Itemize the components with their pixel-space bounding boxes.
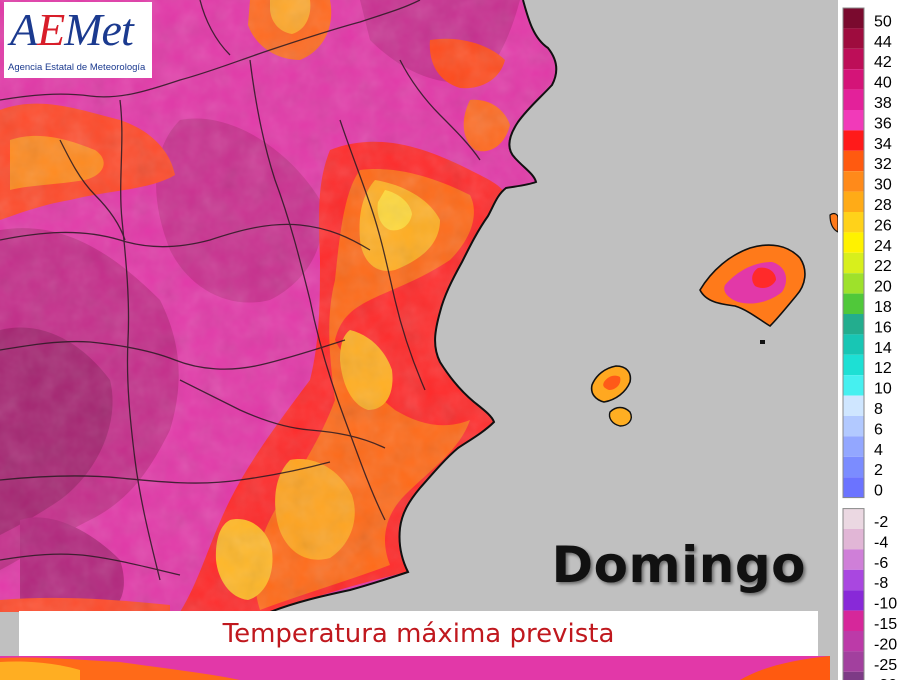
legend-label: 42	[874, 54, 892, 71]
legend-swatch	[843, 150, 864, 172]
legend-swatch	[843, 232, 864, 253]
legend-frame	[842, 7, 865, 499]
legend-swatch	[843, 89, 864, 110]
legend-label: 36	[874, 115, 892, 132]
legend-swatch	[843, 549, 864, 570]
legend-swatch	[843, 590, 864, 611]
legend-label: 24	[874, 238, 892, 255]
legend-label: 4	[874, 442, 883, 459]
legend-swatch	[843, 293, 864, 314]
legend-swatch	[843, 610, 864, 631]
legend-label: -2	[874, 514, 888, 531]
legend-swatch	[843, 212, 864, 233]
legend-swatch	[843, 477, 864, 498]
legend-label: 14	[874, 340, 892, 357]
legend-swatch	[843, 28, 864, 49]
legend-swatch	[843, 375, 864, 396]
legend-label: -25	[874, 657, 897, 674]
legend-swatch	[843, 110, 864, 131]
legend-label: 8	[874, 401, 883, 418]
legend-label: 28	[874, 197, 892, 214]
legend-label: -6	[874, 555, 888, 572]
legend-label: 20	[874, 279, 892, 296]
legend-swatch	[843, 671, 864, 680]
formentera-island	[608, 406, 632, 427]
legend-swatch	[843, 130, 864, 151]
aemet-logo: AEMet Agencia Estatal de Meteorología	[4, 2, 152, 78]
legend-label: -30	[874, 677, 897, 680]
legend-swatch	[843, 436, 864, 457]
forecast-day-label: Domingo	[551, 536, 806, 594]
temperature-legend: 5044424038363432302826242220181614121086…	[842, 7, 897, 680]
legend-label: 22	[874, 258, 892, 275]
agency-name: Agencia Estatal de Meteorología	[8, 62, 146, 73]
legend-label: 26	[874, 217, 892, 234]
legend-label: 12	[874, 360, 892, 377]
legend-swatch	[843, 354, 864, 376]
legend-label: 0	[874, 483, 883, 500]
map-caption: Temperatura máxima prevista	[222, 618, 615, 649]
legend-swatch	[843, 651, 864, 672]
legend-label: 40	[874, 75, 892, 92]
legend-swatch	[843, 171, 864, 192]
legend-swatch	[843, 508, 864, 529]
legend-label: 44	[874, 34, 892, 51]
legend-swatch	[843, 334, 864, 355]
legend-label: 38	[874, 95, 892, 112]
legend-label: 6	[874, 421, 883, 438]
legend-swatch	[843, 395, 864, 416]
legend-label: -15	[874, 616, 897, 633]
legend-label: 16	[874, 319, 892, 336]
legend-label: -20	[874, 636, 897, 653]
legend-label: 10	[874, 381, 892, 398]
map-caption-box: Temperatura máxima prevista	[19, 611, 818, 656]
legend-swatch	[843, 416, 864, 437]
legend-swatch	[843, 631, 864, 652]
legend-swatch	[843, 273, 864, 294]
legend-frame	[842, 508, 865, 680]
aemet-wordmark: AEMet	[10, 4, 134, 55]
legend-swatch	[843, 529, 864, 550]
legend-swatch	[843, 69, 864, 90]
legend-label: 18	[874, 299, 892, 316]
legend-label: -8	[874, 575, 888, 592]
legend-label: 30	[874, 177, 892, 194]
legend-swatch	[843, 48, 864, 70]
coastline	[269, 0, 558, 613]
legend-swatch	[843, 569, 864, 591]
legend-swatch	[843, 252, 864, 274]
legend-swatch	[843, 314, 864, 335]
legend-label: 34	[874, 136, 892, 153]
legend-label: -10	[874, 596, 897, 613]
legend-swatch	[843, 456, 864, 478]
legend-label: 50	[874, 13, 892, 30]
legend-swatch	[843, 191, 864, 212]
legend-label: 2	[874, 462, 883, 479]
legend-label: 32	[874, 156, 892, 173]
temperature-map	[0, 0, 838, 680]
legend-swatch	[843, 8, 864, 29]
legend-label: -4	[874, 534, 888, 551]
province-borders	[0, 0, 481, 581]
